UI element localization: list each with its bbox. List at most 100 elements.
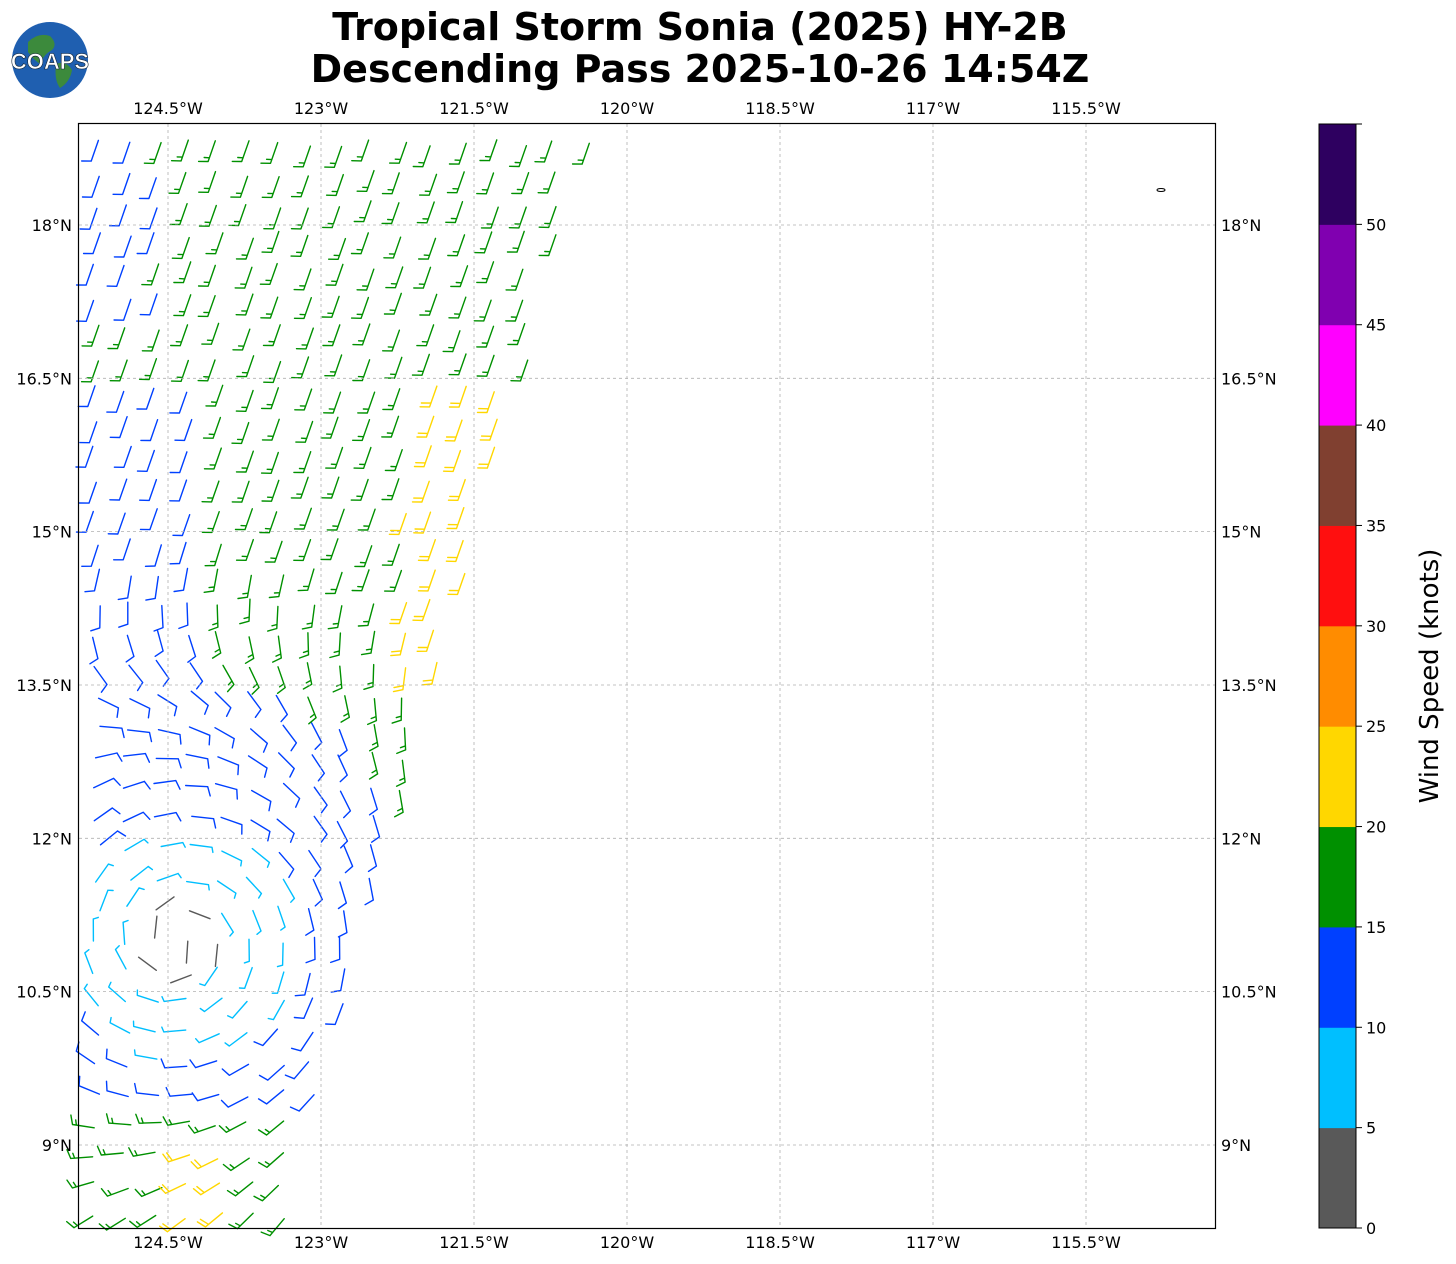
colorbar-tick-label: 10 — [1366, 1018, 1386, 1037]
wind-barb — [145, 575, 159, 601]
wind-barb — [367, 844, 378, 873]
wind-barb — [109, 1016, 131, 1034]
wind-barb — [351, 569, 370, 592]
wind-barb — [189, 843, 214, 854]
wind-barb — [136, 989, 159, 1003]
wind-barb — [99, 889, 114, 912]
wind-barb — [293, 145, 312, 168]
wind-barb — [476, 261, 495, 284]
wind-barb — [412, 145, 431, 168]
wind-barb — [419, 173, 438, 196]
wind-barb — [320, 538, 339, 561]
wind-barb — [220, 816, 243, 835]
wind-barb — [132, 1020, 156, 1033]
colorbar-bin — [1319, 826, 1356, 928]
wind-barb — [196, 1212, 224, 1228]
wind-barb — [351, 139, 370, 162]
wind-barb — [262, 324, 281, 347]
wind-barb — [474, 231, 493, 254]
wind-barb — [442, 330, 461, 353]
wind-barb — [330, 968, 346, 993]
wind-barb — [169, 391, 188, 414]
wind-barb — [447, 478, 466, 501]
wind-barb — [230, 175, 249, 198]
wind-barb — [124, 838, 149, 852]
wind-barb — [276, 666, 286, 694]
wind-barb — [384, 449, 403, 472]
wind-barb — [159, 1218, 186, 1233]
wind-barb — [113, 538, 131, 561]
wind-barb — [321, 476, 340, 499]
wind-barb — [188, 910, 211, 920]
wind-barb — [178, 602, 189, 630]
wind-barb — [311, 754, 325, 782]
wind-barb — [353, 200, 372, 223]
wind-barb — [293, 539, 312, 562]
lat-tick-label-left: 10.5°N — [16, 983, 72, 1002]
latitude-labels-right: 18°N 16.5°N 15°N 13.5°N 12°N 10.5°N 9°N — [1221, 216, 1277, 1155]
wind-barb — [90, 605, 101, 632]
wind-barb — [203, 568, 219, 593]
wind-barb — [382, 388, 401, 411]
wind-barb — [170, 974, 192, 984]
wind-barb — [275, 694, 288, 723]
wind-barb — [153, 811, 182, 822]
wind-barb — [235, 389, 254, 412]
wind-barb — [260, 387, 279, 410]
colorbar-tick-label: 40 — [1366, 416, 1386, 435]
wind-barb — [473, 299, 492, 322]
wind-barb — [325, 446, 344, 469]
colorbar-label: Wind Speed (knots) — [1415, 549, 1445, 804]
wind-barb — [139, 293, 158, 316]
wind-barb — [325, 173, 344, 197]
coaps-logo: COAPS — [11, 22, 89, 98]
wind-barb — [381, 478, 400, 501]
wind-barb — [389, 602, 408, 625]
wind-barb — [169, 203, 188, 226]
wind-barb — [305, 936, 316, 964]
wind-barb — [122, 780, 151, 790]
wind-barb — [571, 142, 590, 165]
lon-tick-label-top: 123°W — [294, 99, 349, 118]
wind-barb — [505, 299, 524, 322]
wind-barb — [214, 691, 232, 717]
wind-barb — [108, 981, 126, 1003]
colorbar-bin — [1319, 625, 1356, 727]
wind-barb — [93, 777, 121, 789]
wind-barb — [239, 598, 251, 625]
wind-barb — [257, 1089, 285, 1105]
wind-barb — [383, 236, 402, 259]
wind-barb — [231, 480, 250, 503]
wind-barb — [75, 445, 94, 468]
colorbar-bin — [1319, 1127, 1356, 1229]
wind-barb — [191, 815, 217, 829]
wind-barb — [78, 481, 97, 504]
wind-barb — [141, 263, 160, 286]
wind-barb — [99, 725, 125, 739]
wind-barb — [211, 631, 222, 659]
wind-barb — [417, 569, 436, 592]
wind-barb — [445, 539, 464, 563]
plot-title-line-2: Descending Pass 2025-10-26 14:54Z — [310, 47, 1090, 91]
wind-barb — [477, 446, 496, 469]
wind-barb — [442, 449, 462, 473]
wind-barb — [416, 324, 435, 347]
wind-barb — [81, 1011, 100, 1036]
wind-barb — [126, 887, 145, 907]
wind-barb — [122, 811, 151, 823]
wind-barb — [508, 206, 527, 229]
wind-barb — [450, 265, 469, 288]
lat-tick-label-right: 10.5°N — [1221, 983, 1277, 1002]
wind-barb — [169, 451, 188, 474]
wind-barb — [89, 636, 99, 665]
wind-barb — [538, 205, 557, 229]
wind-barb — [538, 234, 557, 257]
map-frame — [77, 122, 1217, 1230]
wind-barb — [264, 540, 283, 563]
wind-barb — [259, 511, 278, 534]
wind-barb — [389, 141, 408, 164]
wind-barb — [106, 264, 125, 287]
lon-tick-label-top: 118.5°W — [745, 99, 815, 118]
wind-barb — [251, 847, 271, 868]
wind-barb — [324, 354, 343, 377]
